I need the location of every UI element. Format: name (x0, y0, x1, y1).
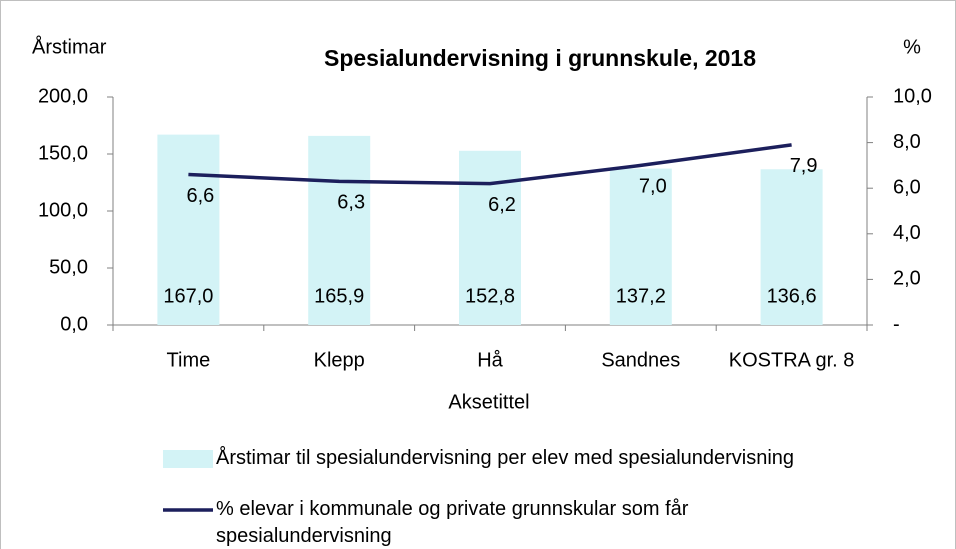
bar-value-label: 136,6 (767, 285, 817, 307)
y-tick-label: 50,0 (49, 256, 88, 278)
y2-axis-title: % (903, 36, 921, 58)
bar-value-label: 167,0 (163, 285, 213, 307)
line-series (188, 143, 792, 186)
line-value-label: 6,3 (337, 192, 365, 214)
y2-tick-label: - (893, 313, 900, 335)
y-tick-label: 0,0 (60, 313, 88, 335)
y2-tick-label: 8,0 (893, 131, 921, 153)
y2-tick-label: 6,0 (893, 176, 921, 198)
x-tick-label: Klepp (314, 349, 365, 371)
y-tick-label: 200,0 (38, 85, 88, 107)
bar (760, 169, 823, 325)
x-tick-label: Sandnes (601, 349, 680, 371)
legend-swatch (163, 450, 213, 468)
y2-tick-label: 2,0 (893, 268, 921, 290)
y2-tick-label: 4,0 (893, 222, 921, 244)
x-axis-title: Aksetittel (448, 391, 529, 413)
bar (308, 135, 371, 325)
bar-value-label: 165,9 (314, 285, 364, 307)
y2-tick-label: 10,0 (893, 85, 932, 107)
bar (157, 134, 220, 325)
line-value-label: 7,0 (639, 176, 667, 198)
chart-title: Spesialundervisning i grunnskule, 2018 (324, 45, 756, 71)
y-axis-title: Årstimar (32, 35, 107, 58)
y-tick-label: 100,0 (38, 199, 88, 221)
x-tick-label: Hå (477, 349, 503, 371)
x-tick-label: Time (167, 349, 211, 371)
line-value-label: 6,2 (488, 194, 516, 216)
line-value-label: 6,6 (186, 185, 214, 207)
x-tick-label: KOSTRA gr. 8 (729, 349, 855, 371)
y-tick-label: 150,0 (38, 142, 88, 164)
line-value-label: 7,9 (790, 155, 818, 177)
legend-label: Årstimar til spesialundervisning per ele… (216, 447, 795, 469)
bar (609, 168, 672, 325)
bar-value-label: 152,8 (465, 285, 515, 307)
bar-value-label: 137,2 (616, 285, 666, 307)
legend-label: % elevar i kommunale og private grunnsku… (216, 498, 689, 547)
